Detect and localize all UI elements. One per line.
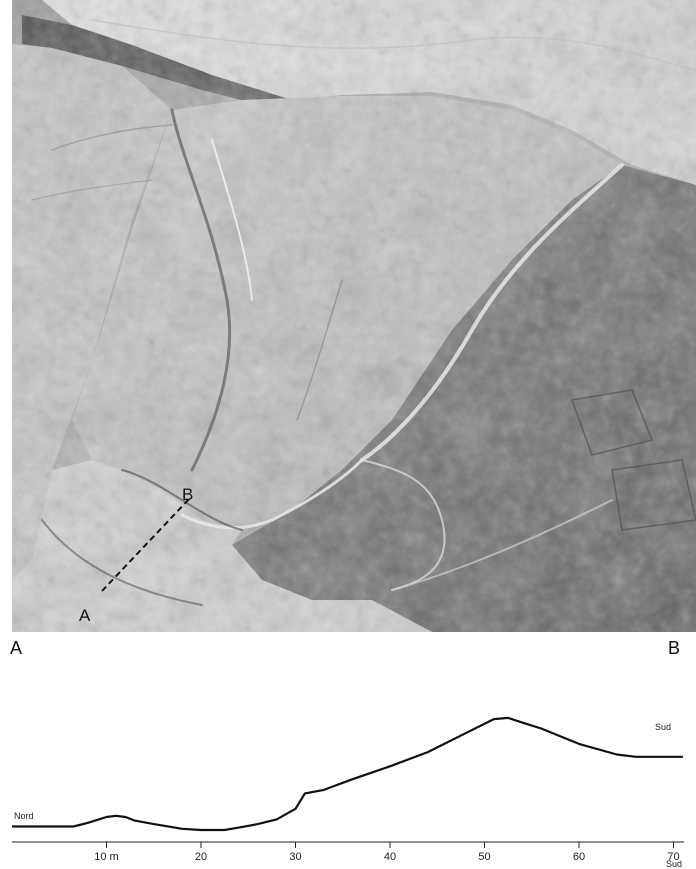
map-point-b-label: B xyxy=(182,485,193,504)
map-point-a-label: A xyxy=(79,606,91,625)
profile-end-label: B xyxy=(668,638,680,658)
profile-start-label: A xyxy=(10,638,22,658)
profile-x-tick-label: 20 xyxy=(195,851,207,863)
profile-direction-south: Sud xyxy=(655,722,671,732)
profile-x-ticks: 10 m 20 30 40 50 60 70 xyxy=(94,842,680,863)
elevation-profile-chart: A B Nord Sud 10 m 20 30 40 50 60 70 Sud xyxy=(10,638,684,869)
profile-x-tick-label: 30 xyxy=(289,851,301,863)
terrain-relief-map: A B xyxy=(12,0,696,632)
profile-x-tick-label: 70 xyxy=(667,851,679,863)
profile-x-tick-label: 50 xyxy=(478,851,490,863)
profile-x-tick-label: 40 xyxy=(384,851,396,863)
profile-axis-end-sub: Sud xyxy=(666,859,682,869)
profile-elevation-line xyxy=(12,716,683,832)
relief-lines xyxy=(31,19,696,606)
profile-x-tick-label: 10 m xyxy=(94,851,118,863)
section-line-a-b xyxy=(101,497,191,592)
relief-texture-fine xyxy=(12,0,696,632)
profile-x-tick-label: 60 xyxy=(573,851,585,863)
profile-direction-north: Nord xyxy=(14,811,34,821)
